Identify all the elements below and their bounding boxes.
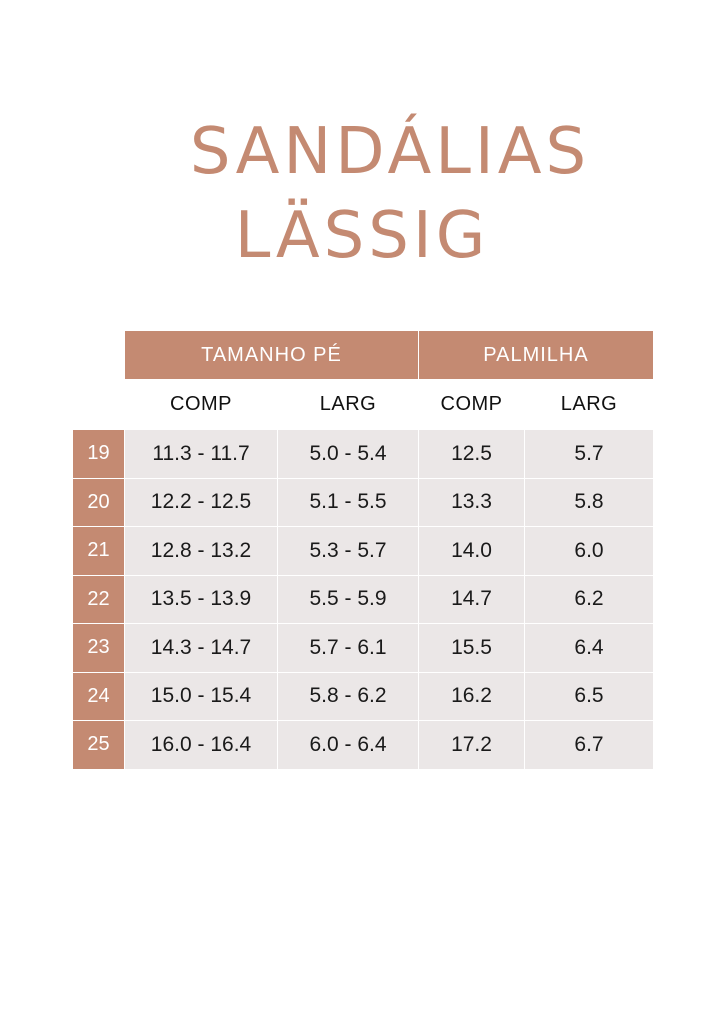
cell-palmilha-comp: 14.7 bbox=[419, 574, 524, 623]
size-number: 25 bbox=[73, 720, 124, 769]
cell-pe-comp: 12.2 - 12.5 bbox=[125, 477, 277, 526]
cell-palmilha-comp: 12.5 bbox=[419, 429, 524, 478]
subheader-palmilha-larg: LARG bbox=[560, 392, 618, 415]
cell-pe-larg: 5.0 - 5.4 bbox=[278, 429, 418, 478]
cell-pe-larg: 6.0 - 6.4 bbox=[278, 720, 418, 769]
cell-pe-comp: 14.3 - 14.7 bbox=[125, 623, 277, 672]
cell-pe-larg: 5.7 - 6.1 bbox=[278, 623, 418, 672]
cell-pe-larg: 5.8 - 6.2 bbox=[278, 671, 418, 720]
size-table: TAMANHO PÉ PALMILHA COMP LARG COMP LARG … bbox=[73, 331, 653, 769]
size-number: 20 bbox=[73, 477, 124, 526]
cell-palmilha-comp: 15.5 bbox=[419, 623, 524, 672]
cell-palmilha-larg: 6.5 bbox=[525, 671, 653, 720]
size-number: 23 bbox=[73, 623, 124, 672]
cell-palmilha-larg: 6.4 bbox=[525, 623, 653, 672]
cell-palmilha-comp: 16.2 bbox=[419, 671, 524, 720]
header-palmilha: PALMILHA bbox=[419, 331, 653, 379]
header-tamanho-pe: TAMANHO PÉ bbox=[125, 331, 418, 379]
cell-palmilha-comp: 17.2 bbox=[419, 720, 524, 769]
size-number: 21 bbox=[73, 526, 124, 575]
page-title-line-1: SANDÁLIAS bbox=[189, 115, 591, 189]
size-number: 19 bbox=[73, 429, 124, 478]
cell-palmilha-larg: 6.2 bbox=[525, 574, 653, 623]
subheader-pe-comp: COMP bbox=[170, 392, 232, 415]
cell-pe-comp: 16.0 - 16.4 bbox=[125, 720, 277, 769]
size-number: 22 bbox=[73, 574, 124, 623]
cell-pe-comp: 15.0 - 15.4 bbox=[125, 671, 277, 720]
cell-pe-comp: 11.3 - 11.7 bbox=[125, 429, 277, 478]
cell-palmilha-larg: 5.7 bbox=[525, 429, 653, 478]
cell-palmilha-larg: 6.0 bbox=[525, 526, 653, 575]
cell-pe-comp: 13.5 - 13.9 bbox=[125, 574, 277, 623]
cell-palmilha-comp: 13.3 bbox=[419, 477, 524, 526]
cell-pe-larg: 5.3 - 5.7 bbox=[278, 526, 418, 575]
subheader-palmilha-comp: COMP bbox=[440, 392, 503, 415]
cell-palmilha-larg: 6.7 bbox=[525, 720, 653, 769]
cell-palmilha-comp: 14.0 bbox=[419, 526, 524, 575]
subheader-pe-larg: LARG bbox=[319, 392, 377, 415]
size-number: 24 bbox=[73, 671, 124, 720]
cell-pe-larg: 5.1 - 5.5 bbox=[278, 477, 418, 526]
cell-pe-larg: 5.5 - 5.9 bbox=[278, 574, 418, 623]
cell-pe-comp: 12.8 - 13.2 bbox=[125, 526, 277, 575]
page-title-line-2: LÄSSIG bbox=[234, 199, 490, 273]
cell-palmilha-larg: 5.8 bbox=[525, 477, 653, 526]
